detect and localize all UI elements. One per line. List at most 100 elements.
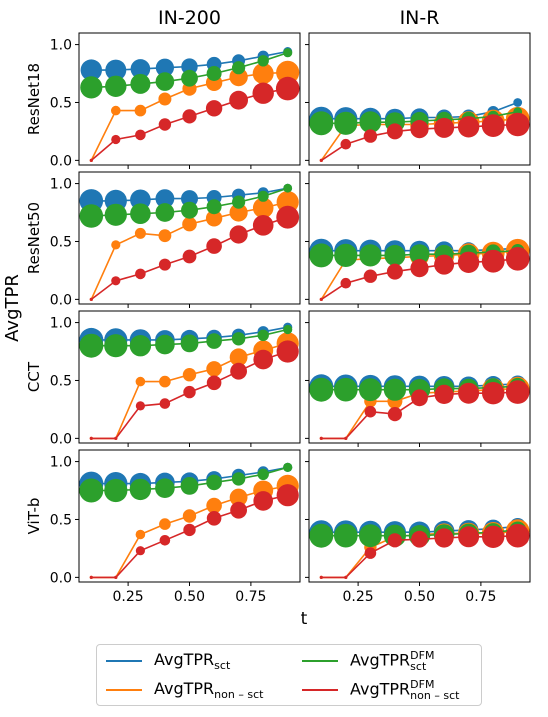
data-point-sct — [155, 58, 174, 77]
data-point-non_sct — [229, 488, 248, 507]
data-point-non_sct_dfm — [434, 117, 455, 138]
data-point-non_sct_dfm — [159, 398, 171, 409]
column-title: IN-R — [400, 7, 440, 29]
data-point-non_sct_dfm — [111, 276, 121, 286]
data-point-non_sct — [111, 240, 121, 250]
panel-resnet18-in-r — [305, 32, 531, 169]
y-tick-label: 0.0 — [50, 570, 72, 586]
data-point-non_sct — [159, 518, 171, 530]
data-point-sct_dfm — [309, 111, 334, 136]
x-tick-label: 0.50 — [404, 589, 435, 605]
data-point-non_sct_dfm — [482, 525, 505, 548]
data-point-sct_dfm — [334, 243, 358, 267]
data-point-non_sct_dfm — [158, 258, 171, 271]
data-point-sct_dfm — [104, 334, 128, 358]
data-point-sct_dfm — [257, 468, 269, 480]
legend-swatch — [106, 689, 142, 691]
data-point-non_sct_dfm — [386, 263, 403, 280]
data-point-non_sct_dfm — [319, 575, 323, 580]
data-point-non_sct_dfm — [411, 389, 428, 407]
data-point-sct_dfm — [130, 73, 151, 94]
data-point-non_sct_dfm — [229, 90, 249, 110]
data-point-non_sct_dfm — [482, 382, 505, 405]
data-point-non_sct_dfm — [505, 246, 530, 271]
data-point-sct_dfm — [359, 524, 382, 548]
data-point-non_sct_dfm — [253, 349, 273, 370]
panel-resnet18-in-200 — [75, 32, 301, 169]
data-point-sct_dfm — [384, 244, 406, 266]
data-point-non_sct_dfm — [276, 340, 299, 363]
data-point-sct_dfm — [181, 69, 198, 87]
data-point-non_sct_dfm — [457, 116, 480, 138]
y-tick-label: 0.5 — [50, 95, 72, 111]
data-point-non_sct — [158, 92, 172, 106]
data-point-non_sct_dfm — [319, 436, 323, 440]
data-point-sct_dfm — [129, 478, 152, 501]
data-point-sct_dfm — [105, 75, 127, 98]
data-point-non_sct_dfm — [182, 109, 197, 124]
data-point-sct_dfm — [359, 111, 382, 134]
data-point-non_sct_dfm — [434, 254, 455, 275]
data-point-non_sct_dfm — [319, 297, 323, 301]
y-axis-label: AvgTPR — [2, 274, 23, 342]
data-point-non_sct_dfm — [229, 225, 248, 244]
data-point-non_sct — [229, 203, 248, 222]
data-point-non_sct_dfm — [252, 215, 274, 236]
data-point-non_sct_dfm — [410, 259, 429, 278]
data-point-non_sct_dfm — [386, 123, 403, 140]
row-label: ViT-b — [25, 498, 43, 535]
data-point-non_sct — [276, 60, 300, 84]
data-point-sct_dfm — [231, 472, 246, 486]
data-point-non_sct_dfm — [89, 158, 93, 162]
y-tick-label: 1.0 — [50, 316, 72, 332]
row-label: ResNet18 — [25, 63, 43, 135]
column-title: IN-200 — [158, 7, 221, 29]
data-point-sct_dfm — [129, 335, 152, 357]
data-point-sct_dfm — [155, 72, 175, 91]
x-tick-label: 0.75 — [235, 589, 266, 605]
legend-item-non_sct: AvgTPRnon – sct — [106, 676, 263, 704]
row-label: CCT — [25, 361, 43, 392]
data-point-non_sct_dfm — [206, 375, 222, 391]
y-tick-label: 0.5 — [50, 234, 72, 250]
legend-label: AvgTPR DFM sct — [350, 649, 435, 673]
legend-swatch — [302, 660, 338, 662]
data-point-sct_dfm — [206, 333, 222, 349]
data-point-sct — [80, 59, 103, 81]
data-point-non_sct_dfm — [253, 491, 273, 511]
data-point-non_sct — [182, 368, 197, 382]
data-point-non_sct — [135, 529, 146, 540]
panel-vit-b-in-200 — [75, 449, 301, 586]
data-point-sct_dfm — [383, 378, 406, 401]
data-point-non_sct_dfm — [319, 158, 323, 162]
data-point-non_sct_dfm — [505, 112, 530, 137]
data-point-sct_dfm — [334, 111, 358, 135]
data-point-sct — [105, 59, 127, 81]
panel-resnet50-in-200 — [75, 171, 301, 308]
y-tick-label: 0.0 — [50, 153, 72, 169]
data-point-non_sct_dfm — [276, 484, 299, 507]
legend-label: AvgTPRsct — [154, 649, 231, 673]
data-point-sct_dfm — [309, 523, 334, 548]
data-point-non_sct — [134, 104, 147, 117]
data-point-sct_dfm — [232, 61, 246, 75]
y-tick-label: 1.0 — [50, 455, 72, 471]
data-point-sct_dfm — [257, 55, 269, 67]
data-point-non_sct_dfm — [458, 382, 480, 404]
data-point-non_sct — [229, 348, 248, 367]
x-tick-label: 0.75 — [465, 589, 496, 605]
y-tick-label: 1.0 — [50, 177, 72, 193]
data-point-sct_dfm — [79, 204, 104, 228]
data-point-sct_dfm — [232, 195, 246, 209]
data-point-sct_dfm — [257, 329, 269, 341]
data-point-sct_dfm — [79, 478, 104, 503]
data-point-non_sct_dfm — [344, 575, 348, 580]
data-point-non_sct — [182, 509, 197, 523]
data-point-non_sct_dfm — [89, 297, 93, 301]
data-point-sct_dfm — [155, 203, 175, 222]
panel-cct-in-r — [305, 310, 531, 447]
data-point-non_sct_dfm — [364, 405, 377, 418]
x-tick-label: 0.25 — [343, 589, 374, 605]
data-point-sct_dfm — [104, 203, 127, 226]
legend-label: AvgTPRnon – sct — [154, 678, 264, 702]
